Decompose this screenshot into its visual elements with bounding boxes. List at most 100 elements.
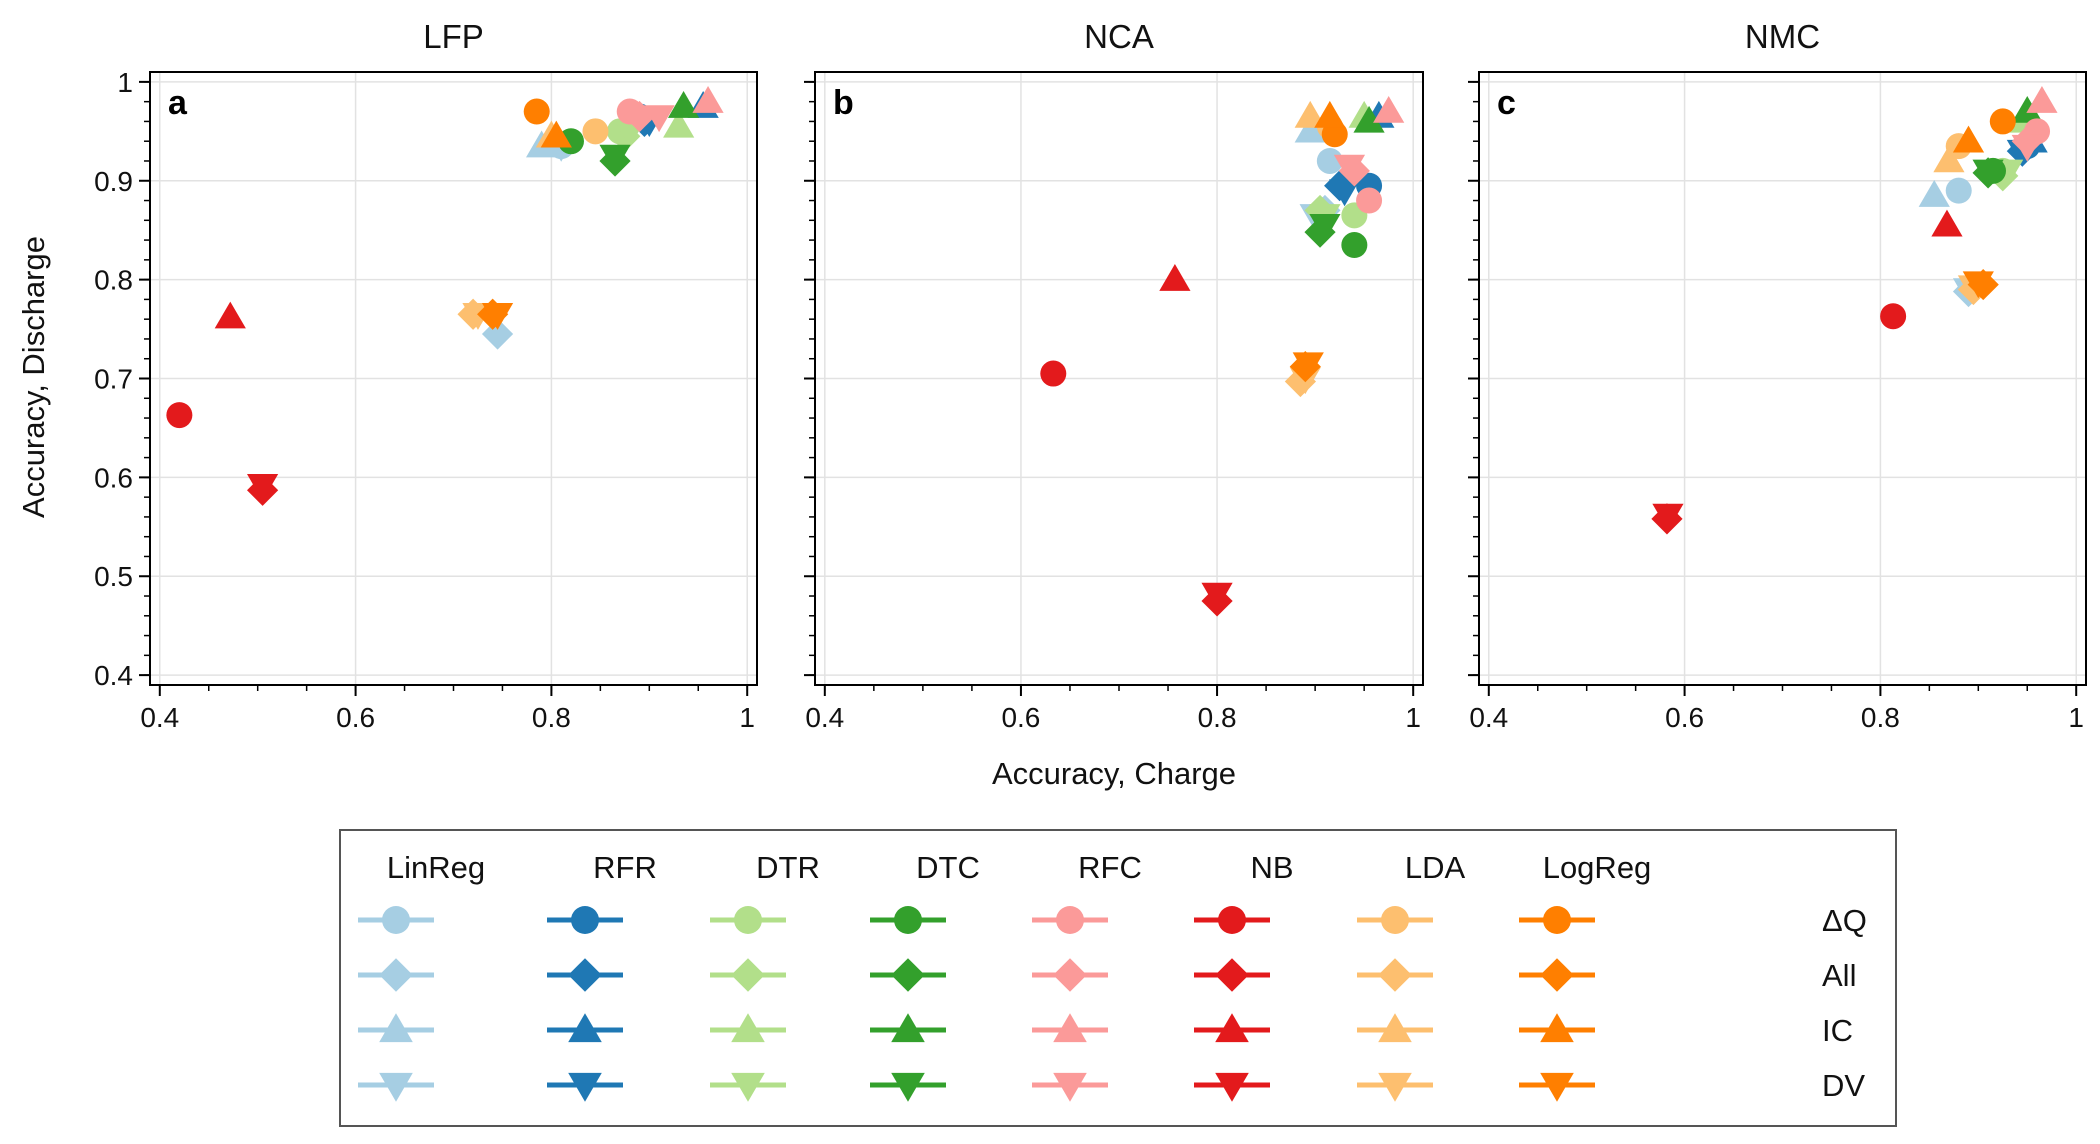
legend-marker-dtr-delta-q <box>734 906 762 934</box>
legend: LinReg RFR DTR DTC RFC NB LDA LogReg ΔQ All IC DV <box>339 829 1897 1127</box>
point-nmc-nb-delta-q <box>1880 303 1907 330</box>
point-nca-dtc-delta-q <box>1341 232 1368 259</box>
panel-title: NCA <box>1084 18 1154 55</box>
legend-marker-linreg-dv <box>379 1072 413 1102</box>
legend-marker-rfc-dv <box>1053 1072 1087 1102</box>
panel-title: NMC <box>1745 18 1820 55</box>
panel-nca: 0.4 0.6 0.8 1 NCA b <box>804 18 1424 733</box>
point-nmc-rfc-dv <box>2011 134 2043 162</box>
point-nmc-dtc-dv <box>1972 159 2004 187</box>
point-lfp-rfc-dv <box>643 105 675 133</box>
point-nca-linreg-delta-q <box>1316 147 1343 174</box>
point-nca-rfr-dv <box>1328 179 1361 207</box>
legend-marker-dtr-ic <box>731 1013 765 1043</box>
legend-marker-nb-ic <box>1215 1013 1249 1043</box>
point-lfp-dtc-dv <box>599 144 631 172</box>
x-axis-label: Accuracy, Charge <box>992 756 1236 791</box>
data-points <box>166 86 724 506</box>
legend-marker-rfc-all <box>1053 958 1087 992</box>
x-tick-label: 0.8 <box>1198 702 1237 733</box>
point-nmc-dtc-ic <box>2011 95 2043 123</box>
point-nmc-logreg-ic <box>1952 125 1985 153</box>
point-nmc-logreg-dv <box>1962 271 1994 299</box>
legend-marker-linreg-ic <box>379 1013 413 1043</box>
x-tick-label: 0.6 <box>336 702 375 733</box>
point-nca-logreg-delta-q <box>1321 121 1348 148</box>
panel-letter: b <box>833 84 854 122</box>
legend-marker-logreg-dv <box>1540 1072 1574 1102</box>
legend-marker-rfc-delta-q <box>1056 906 1084 934</box>
legend-feature-delta-q: ΔQ <box>1822 903 1867 938</box>
y-tick-label: 0.4 <box>94 660 133 691</box>
legend-model-nb: NB <box>1250 850 1293 885</box>
ticks <box>139 80 749 696</box>
legend-model-dtr: DTR <box>756 850 820 885</box>
y-tick-label: 1 <box>117 67 133 98</box>
panel-title: LFP <box>423 18 484 55</box>
point-lfp-logreg-dv <box>481 303 514 330</box>
panel-nmc: 0.4 0.6 0.8 1 NMC c <box>1468 18 2087 733</box>
legend-marker-lda-delta-q <box>1381 906 1409 934</box>
legend-marker-logreg-all <box>1540 958 1574 992</box>
legend-marker-logreg-ic <box>1540 1013 1574 1043</box>
legend-marker-nb-all <box>1215 958 1249 992</box>
point-nca-rfc-ic <box>1373 95 1405 123</box>
legend-marker-logreg-delta-q <box>1543 906 1571 934</box>
legend-marker-lda-dv <box>1378 1072 1412 1102</box>
point-nmc-linreg-ic <box>1918 179 1950 207</box>
x-tick-label: 0.8 <box>1861 702 1900 733</box>
legend-marker-dtc-ic <box>891 1013 925 1043</box>
point-nca-linreg-ic <box>1294 115 1326 143</box>
legend-marker-dtc-delta-q <box>894 906 922 934</box>
y-tick-label: 0.9 <box>94 166 133 197</box>
y-axis-label: Accuracy, Discharge <box>16 236 51 518</box>
data-points <box>1040 95 1405 617</box>
point-nca-nb-dv <box>1201 582 1233 610</box>
legend-feature-ic: IC <box>1822 1013 1853 1048</box>
ticks <box>804 80 1415 696</box>
data-points <box>1651 86 2058 535</box>
y-tick-label: 0.6 <box>94 462 133 493</box>
legend-marker-dtr-dv <box>731 1072 765 1102</box>
x-tick-label: 0.8 <box>532 702 571 733</box>
legend-marker-rfr-dv <box>568 1072 602 1102</box>
point-nca-nb-delta-q <box>1040 360 1067 387</box>
point-lfp-logreg-ic <box>540 120 572 148</box>
legend-model-rfr: RFR <box>593 850 657 885</box>
point-lfp-nb-delta-q <box>166 402 193 429</box>
point-lfp-nb-ic <box>214 301 246 329</box>
point-nca-rfc-dv <box>1333 154 1366 182</box>
panel-letter: a <box>168 84 188 122</box>
legend-marker-rfr-ic <box>568 1013 602 1043</box>
point-lfp-logreg-delta-q <box>523 98 550 125</box>
point-lfp-dtr-ic <box>663 110 695 138</box>
point-lfp-rfc-ic <box>692 86 724 113</box>
point-nmc-nb-ic <box>1931 209 1963 237</box>
ticks <box>1468 80 2078 696</box>
point-lfp-nb-dv <box>246 474 279 501</box>
grid <box>150 72 757 685</box>
point-lfp-rfc-all <box>623 100 656 133</box>
x-tick-label: 1 <box>739 702 755 733</box>
point-nca-lda-ic <box>1294 100 1326 128</box>
point-nca-nb-ic <box>1159 264 1191 291</box>
legend-marker-dtc-dv <box>891 1072 925 1102</box>
x-tick-label: 1 <box>2068 702 2084 733</box>
legend-feature-all: All <box>1822 958 1856 993</box>
legend-marker-nb-dv <box>1215 1072 1249 1102</box>
legend-marker-lda-all <box>1378 958 1412 992</box>
y-tick-label: 0.8 <box>94 265 133 296</box>
x-tick-label: 1 <box>1405 702 1421 733</box>
legend-feature-dv: DV <box>1822 1068 1865 1103</box>
legend-marker-rfr-delta-q <box>571 906 599 934</box>
legend-marker-lda-ic <box>1378 1013 1412 1043</box>
point-nmc-lda-ic <box>1933 145 1965 173</box>
point-lfp-dtc-ic <box>667 91 700 118</box>
legend-model-lda: LDA <box>1405 850 1466 885</box>
point-lfp-lda-delta-q <box>582 118 609 145</box>
x-tick-label: 0.6 <box>1001 702 1040 733</box>
legend-model-linreg: LinReg <box>387 850 485 885</box>
x-tick-label: 0.4 <box>805 702 844 733</box>
legend-marker-rfc-ic <box>1053 1013 1087 1043</box>
